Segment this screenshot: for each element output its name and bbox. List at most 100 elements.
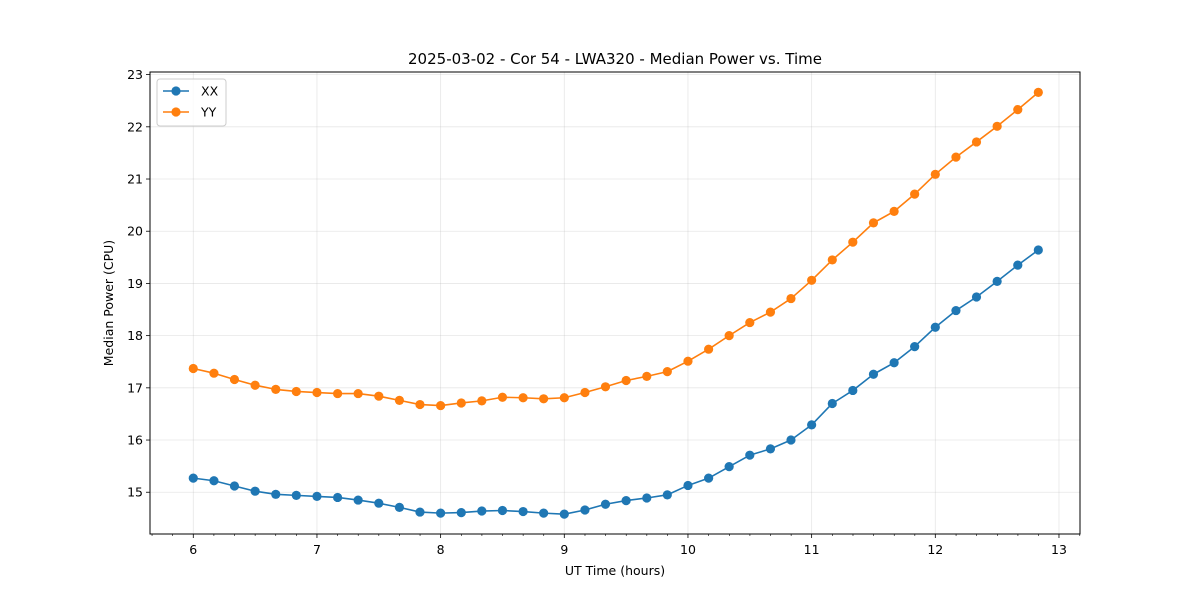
plot-frame (149, 71, 1081, 535)
data-point-xx (868, 369, 879, 379)
y-axis-label: Median Power (CPU) (101, 240, 116, 366)
data-point-yy (250, 380, 260, 390)
data-point-xx (312, 491, 322, 502)
y-tick-label: 15 (127, 485, 143, 500)
data-point-yy (291, 386, 301, 397)
data-point-yy (333, 388, 343, 399)
data-point-xx (662, 490, 672, 500)
data-point-xx (271, 489, 281, 499)
data-point-xx (600, 499, 611, 509)
legend-label-yy: YY (200, 105, 217, 120)
data-point-yy (539, 394, 549, 404)
data-point-yy (724, 331, 734, 341)
data-point-xx (745, 450, 755, 460)
data-point-xx (951, 305, 961, 316)
data-point-xx (848, 385, 858, 396)
data-point-xx (188, 473, 198, 483)
grid (150, 72, 1080, 534)
data-point-xx (621, 495, 631, 506)
data-point-xx (374, 498, 384, 508)
x-tick-label: 13 (1051, 542, 1067, 557)
data-point-xx (765, 444, 776, 454)
data-point-xx (724, 462, 734, 472)
x-tick-label: 12 (927, 542, 943, 557)
data-point-xx (827, 398, 837, 409)
y-tick-label: 18 (127, 328, 143, 343)
data-point-yy (209, 368, 219, 378)
data-point-yy (580, 387, 590, 398)
data-point-xx (704, 473, 714, 483)
y-tick-label: 16 (127, 433, 143, 448)
data-point-xx (642, 493, 652, 503)
data-point-xx (807, 420, 817, 430)
data-point-yy (807, 275, 817, 285)
series-layer (188, 87, 1043, 519)
data-point-yy (662, 367, 672, 377)
legend-marker-xx (171, 86, 181, 96)
data-point-xx (229, 481, 240, 491)
data-point-yy (683, 356, 693, 366)
x-axis-label: UT Time (hours) (565, 563, 665, 578)
data-point-yy (745, 317, 755, 328)
data-point-xx (910, 341, 920, 352)
chart-title: 2025-03-02 - Cor 54 - LWA320 - Median Po… (408, 50, 822, 68)
ticks: 6 7 8 9 10 11 12 13 15 16 17 18 19 20 21 22 23 (127, 67, 1081, 557)
data-point-yy (374, 391, 384, 401)
data-point-xx (992, 276, 1002, 286)
data-point-xx (497, 505, 508, 516)
data-point-yy (848, 237, 858, 247)
data-point-yy (1033, 87, 1043, 97)
x-tick-label: 6 (189, 542, 197, 557)
data-point-yy (704, 344, 714, 354)
data-point-yy (951, 152, 961, 162)
data-point-yy (456, 398, 466, 408)
data-point-yy (394, 395, 405, 405)
data-point-xx (333, 492, 343, 503)
y-tick-label: 20 (127, 224, 143, 239)
data-point-xx (1013, 260, 1023, 270)
data-point-yy (229, 374, 240, 385)
data-point-xx (250, 486, 260, 496)
x-tick-label: 11 (804, 542, 820, 557)
data-point-yy (868, 218, 879, 228)
data-point-yy (188, 363, 198, 374)
series-xx (188, 245, 1043, 519)
y-tick-label: 23 (127, 67, 143, 82)
data-point-xx (559, 509, 569, 519)
data-point-yy (271, 384, 281, 394)
data-point-yy (436, 400, 446, 411)
data-point-xx (580, 505, 590, 515)
data-point-yy (642, 371, 652, 381)
data-point-xx (518, 506, 528, 517)
series-yy (188, 87, 1043, 411)
data-point-xx (683, 480, 693, 491)
y-tick-label: 19 (127, 276, 143, 291)
data-point-yy (765, 307, 776, 317)
y-tick-label: 21 (127, 172, 143, 187)
data-point-yy (889, 206, 899, 216)
data-point-yy (786, 293, 796, 304)
y-tick-label: 22 (127, 119, 143, 134)
data-point-xx (477, 506, 487, 516)
data-point-yy (621, 375, 631, 386)
data-point-yy (353, 388, 363, 399)
data-point-yy (518, 393, 528, 403)
data-point-xx (353, 495, 363, 505)
data-point-xx (1033, 245, 1043, 255)
data-point-yy (477, 396, 487, 406)
data-point-yy (971, 137, 982, 147)
data-point-xx (436, 508, 446, 518)
legend: XX YY (156, 78, 227, 127)
data-point-yy (910, 189, 920, 199)
data-point-yy (992, 121, 1002, 131)
legend-label-xx: XX (201, 84, 219, 99)
y-tick-label: 17 (127, 380, 143, 395)
data-point-yy (1013, 104, 1023, 115)
data-point-xx (209, 476, 219, 486)
legend-marker-yy (171, 107, 181, 117)
x-tick-label: 7 (313, 542, 321, 557)
data-point-yy (497, 392, 508, 402)
data-point-xx (394, 502, 405, 512)
x-tick-label: 8 (437, 542, 445, 557)
x-tick-label: 10 (680, 542, 696, 557)
